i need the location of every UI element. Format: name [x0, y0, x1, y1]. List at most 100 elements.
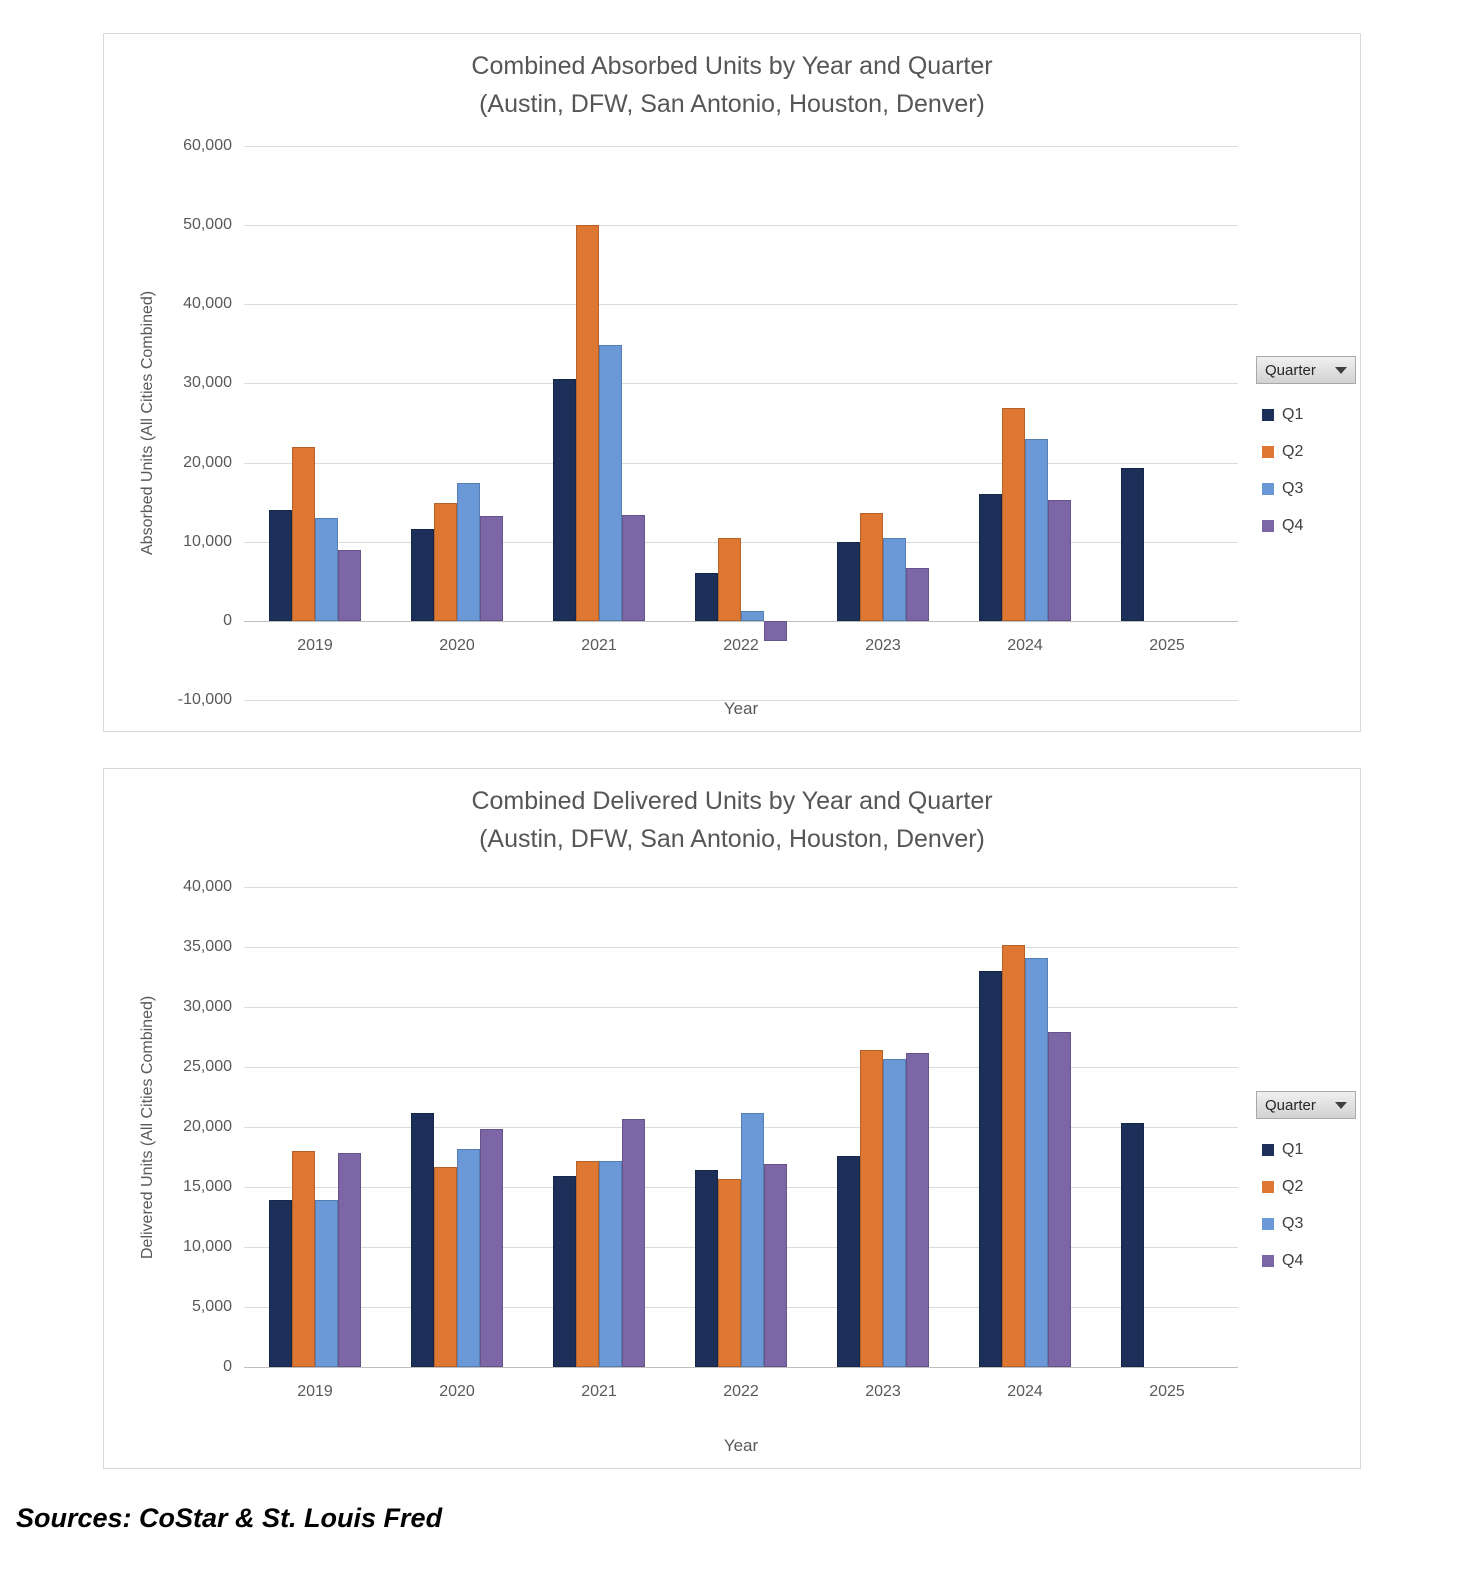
x-tick-label: 2021 [581, 1383, 617, 1400]
x-tick-label: 2023 [865, 636, 901, 654]
gridline [244, 887, 1238, 888]
x-tick-label: 2025 [1149, 636, 1185, 654]
gridline [244, 1067, 1238, 1068]
bar-2021-Q1 [553, 379, 576, 621]
x-axis-title: Year [723, 1436, 759, 1455]
y-tick-label: 40,000 [183, 295, 232, 313]
bar-2023-Q1 [837, 541, 860, 621]
quarter-filter-button[interactable]: Quarter [1256, 356, 1356, 384]
x-tick-label: 2020 [439, 1383, 475, 1400]
bar-2025-Q1 [1121, 1123, 1144, 1367]
chart-title-line2: (Austin, DFW, San Antonio, Houston, Denv… [479, 825, 985, 853]
bar-2019-Q1 [269, 510, 292, 621]
chart-title-line1: Combined Delivered Units by Year and Qua… [471, 787, 993, 815]
chart-panel-absorbed: Combined Absorbed Units by Year and Quar… [103, 33, 1361, 732]
x-tick-label: 2020 [439, 636, 475, 654]
bar-2020-Q3 [457, 483, 480, 621]
y-tick-label: 35,000 [183, 938, 232, 955]
bar-2019-Q1 [269, 1200, 292, 1367]
legend-item-q1: Q1 [1262, 396, 1362, 433]
bar-2023-Q4 [906, 1052, 929, 1367]
legend-label-q4: Q4 [1282, 516, 1304, 534]
y-tick-label: 50,000 [183, 216, 232, 234]
bar-2024-Q3 [1025, 957, 1048, 1367]
bar-2022-Q3 [741, 1112, 764, 1367]
y-tick-label: 20,000 [183, 1118, 232, 1135]
bar-2019-Q2 [292, 446, 315, 621]
bar-2021-Q3 [599, 1160, 622, 1367]
bar-2024-Q1 [979, 971, 1002, 1367]
quarter-filter-button[interactable]: Quarter [1256, 1091, 1356, 1119]
quarter-filter-label: Quarter [1265, 1096, 1316, 1114]
legend-swatch-q3 [1262, 482, 1274, 495]
bar-2023-Q4 [906, 567, 929, 621]
bar-2023-Q2 [860, 513, 883, 621]
x-tick-label: 2022 [723, 1383, 759, 1400]
bar-2025-Q1 [1121, 468, 1144, 621]
bar-2021-Q2 [576, 225, 599, 621]
x-tick-label: 2025 [1149, 1383, 1185, 1400]
y-tick-label: 10,000 [183, 532, 232, 550]
bar-2024-Q2 [1002, 407, 1025, 621]
bar-2023-Q1 [837, 1155, 860, 1367]
bar-2020-Q2 [434, 1166, 457, 1367]
legend-swatch-q2 [1262, 445, 1274, 458]
gridline [244, 541, 1238, 543]
bar-2024-Q1 [979, 494, 1002, 621]
x-tick-label: 2024 [1007, 1383, 1043, 1400]
legend-item-q3: Q3 [1262, 470, 1362, 507]
legend-block: Quarter Q1 Q2 Q3 Q4 [1256, 356, 1362, 544]
x-tick-label: 2019 [297, 636, 333, 654]
legend-item-q4: Q4 [1262, 1242, 1362, 1279]
legend-label-q1: Q1 [1282, 1140, 1304, 1158]
bar-2024-Q3 [1025, 438, 1048, 621]
bar-2022-Q4 [764, 620, 787, 642]
x-tick-label: 2024 [1007, 636, 1043, 654]
y-tick-label: 20,000 [183, 453, 232, 471]
y-tick-label: 5,000 [191, 1298, 232, 1315]
y-tick-label: 0 [223, 1358, 232, 1375]
gridline [244, 225, 1238, 227]
bar-2021-Q1 [553, 1176, 576, 1367]
gridline [244, 700, 1238, 701]
dropdown-arrow-icon [1335, 1101, 1347, 1109]
legend-label-q3: Q3 [1282, 479, 1304, 497]
x-tick-label: 2023 [865, 1383, 901, 1400]
y-tick-label: 0 [223, 611, 232, 629]
chart-title: Combined Delivered Units by Year and Qua… [104, 782, 1360, 858]
sources-note: Sources: CoStar & St. Louis Fred [16, 1503, 443, 1533]
legend-swatch-q3 [1262, 1217, 1274, 1230]
bar-2023-Q3 [883, 537, 906, 621]
y-tick-label: -10,000 [177, 691, 232, 708]
chart-panel-delivered: Combined Delivered Units by Year and Qua… [103, 768, 1361, 1469]
legend-swatch-q2 [1262, 1180, 1274, 1193]
y-tick-label: 40,000 [183, 878, 232, 895]
gridline [244, 947, 1238, 948]
x-tick-label: 2021 [581, 636, 617, 654]
legend-block: Quarter Q1 Q2 Q3 Q4 [1256, 1091, 1362, 1279]
chart-title: Combined Absorbed Units by Year and Quar… [104, 47, 1360, 123]
bar-2021-Q3 [599, 345, 622, 621]
legend-label-q1: Q1 [1282, 405, 1304, 423]
legend-label-q4: Q4 [1282, 1251, 1304, 1269]
bar-2019-Q3 [315, 1200, 338, 1367]
legend: Q1 Q2 Q3 Q4 [1256, 396, 1362, 544]
legend-label-q2: Q2 [1282, 442, 1304, 460]
legend-swatch-q4 [1262, 1254, 1274, 1267]
legend-item-q3: Q3 [1262, 1205, 1362, 1242]
bar-2020-Q1 [411, 1112, 434, 1367]
gridline [244, 1007, 1238, 1008]
dropdown-arrow-icon [1335, 366, 1347, 374]
bar-2021-Q4 [622, 1118, 645, 1367]
gridline [244, 304, 1238, 306]
bar-2022-Q1 [695, 1170, 718, 1367]
zero-axis-line [244, 620, 1238, 622]
legend: Q1 Q2 Q3 Q4 [1256, 1131, 1362, 1279]
x-tick-label: 2019 [297, 1383, 333, 1400]
legend-label-q3: Q3 [1282, 1214, 1304, 1232]
gridline [244, 462, 1238, 464]
chart-title-line2: (Austin, DFW, San Antonio, Houston, Denv… [479, 90, 985, 118]
gridline [244, 383, 1238, 385]
legend-label-q2: Q2 [1282, 1177, 1304, 1195]
y-tick-label: 30,000 [183, 374, 232, 392]
